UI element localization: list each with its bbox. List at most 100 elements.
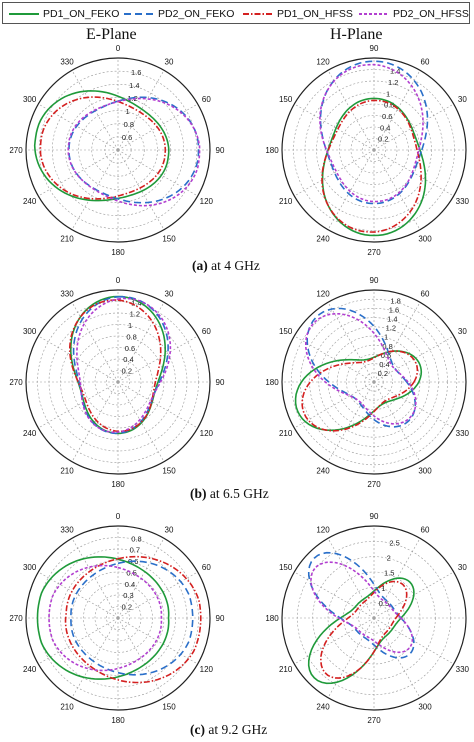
polar-grid-ring (358, 602, 390, 634)
angle-tick-label: 300 (23, 563, 37, 572)
legend-label: PD2_ON_HFSS (393, 8, 469, 20)
polar-spoke (38, 335, 119, 383)
polar-spoke (117, 302, 165, 383)
polar-grid-ring (94, 358, 142, 406)
angle-tick-label: 60 (202, 95, 211, 104)
polar-chart-5: 0 30 60 90 120 150 180 210 240 270 300 330 0.2 0.3 0.4… (9, 512, 225, 725)
legend-item-4: PD2_ON_HFSS (359, 6, 469, 22)
e-plane-title: E-Plane (86, 26, 137, 43)
polar-spoke (117, 335, 198, 383)
polar-grid-ring (355, 363, 393, 401)
angle-tick-label: 90 (370, 512, 379, 521)
radial-tick-label: 1 (125, 107, 129, 116)
angle-tick-label: 60 (421, 58, 430, 67)
radial-tick-label: 0.4 (380, 123, 390, 132)
polar-chart-6: 03060901201501802102402703003300.511.522… (265, 512, 474, 725)
radial-tick-label: 0.6 (381, 351, 391, 360)
legend-swatch (243, 9, 273, 19)
series-line-pd2_on_feko (307, 551, 415, 659)
angle-tick-label: 300 (418, 702, 432, 711)
angle-tick-label: 210 (60, 234, 74, 243)
radial-tick-label: 0.8 (382, 342, 392, 351)
angle-tick-label: 120 (200, 197, 214, 206)
angle-tick-label: 90 (370, 276, 379, 285)
polar-spoke (117, 617, 198, 665)
angle-tick-label: 90 (216, 378, 225, 387)
caption-text: at 4 GHz (207, 258, 260, 273)
radial-tick-label: 0.3 (123, 591, 133, 600)
radial-tick-label: 0.6 (125, 344, 135, 353)
radial-tick-label: 1.2 (130, 310, 140, 319)
radial-tick-label: 0.4 (125, 580, 135, 589)
polar-grid-ring (290, 298, 458, 466)
polar-spoke (38, 571, 119, 619)
series-line-pd2_on_feko (68, 96, 200, 204)
radial-tick-label: 0.7 (130, 546, 140, 555)
polar-grid-ring (339, 115, 409, 185)
caption-a: (a) at 4 GHz (192, 258, 260, 274)
radial-tick-label: 1.5 (384, 569, 394, 578)
caption-c: (c) at 9.2 GHz (190, 722, 267, 738)
series-line-pd1_on_feko (70, 295, 166, 435)
polar-spoke (71, 381, 119, 462)
angle-tick-label: 210 (60, 466, 74, 475)
angle-tick-label: 300 (418, 234, 432, 243)
angle-tick-label: 150 (279, 95, 293, 104)
legend-swatch (124, 9, 154, 19)
angle-tick-label: 60 (421, 290, 430, 299)
angle-tick-label: 270 (9, 146, 23, 155)
polar-spoke (294, 381, 375, 429)
angle-tick-label: 240 (23, 197, 37, 206)
polar-spoke (327, 617, 375, 698)
angle-tick-label: 120 (200, 665, 214, 674)
polar-spoke (327, 538, 375, 619)
angle-tick-label: 150 (279, 327, 293, 336)
polar-grid-ring (83, 347, 153, 417)
series-line-pd2_on_feko (70, 560, 194, 676)
caption-text: at 9.2 GHz (204, 722, 268, 737)
polar-grid-ring (106, 370, 130, 394)
polar-spoke (373, 70, 421, 151)
polar-grid-ring (318, 326, 430, 438)
angle-tick-label: 120 (316, 290, 330, 299)
angle-tick-label: 180 (111, 716, 125, 725)
radial-tick-label: 0.8 (131, 534, 141, 543)
legend-item-3: PD1_ON_HFSS (243, 6, 353, 22)
polar-spoke (294, 103, 375, 151)
angle-tick-label: 330 (456, 665, 470, 674)
angle-tick-label: 90 (216, 146, 225, 155)
angle-tick-label: 240 (23, 665, 37, 674)
legend-swatch (9, 9, 39, 19)
angle-tick-label: 150 (162, 466, 176, 475)
caption-label: (c) (190, 722, 205, 737)
polar-spoke (38, 149, 119, 197)
series-line-pd1_on_hfss (319, 580, 408, 679)
polar-spoke (327, 381, 375, 462)
radial-tick-label: 2.5 (389, 538, 399, 547)
polar-spoke (373, 381, 454, 429)
series-line-pd2_on_hfss (305, 313, 417, 425)
radial-tick-label: 2 (387, 554, 391, 563)
radial-tick-label: 1.8 (390, 296, 400, 305)
series-line-pd2_on_hfss (319, 63, 424, 203)
angle-tick-label: 120 (316, 58, 330, 67)
angle-tick-label: 240 (316, 234, 330, 243)
angle-tick-label: 180 (111, 248, 125, 257)
legend-label: PD1_ON_FEKO (43, 8, 120, 20)
polar-grid-ring (94, 594, 142, 642)
angle-tick-label: 300 (23, 327, 37, 336)
angle-tick-label: 270 (9, 614, 23, 623)
radial-tick-label: 1 (384, 333, 388, 342)
polar-spoke (38, 381, 119, 429)
angle-tick-label: 330 (60, 58, 74, 67)
radial-tick-label: 1.4 (129, 81, 139, 90)
angle-tick-label: 270 (367, 480, 381, 489)
polar-grid-ring (106, 606, 130, 630)
radial-tick-label: 0.2 (378, 135, 388, 144)
polar-spoke (373, 381, 421, 462)
angle-tick-label: 30 (165, 290, 174, 299)
angle-tick-label: 330 (456, 197, 470, 206)
caption-b: (b) at 6.5 GHz (190, 486, 269, 502)
polar-spoke (38, 103, 119, 151)
polar-spoke (71, 617, 119, 698)
